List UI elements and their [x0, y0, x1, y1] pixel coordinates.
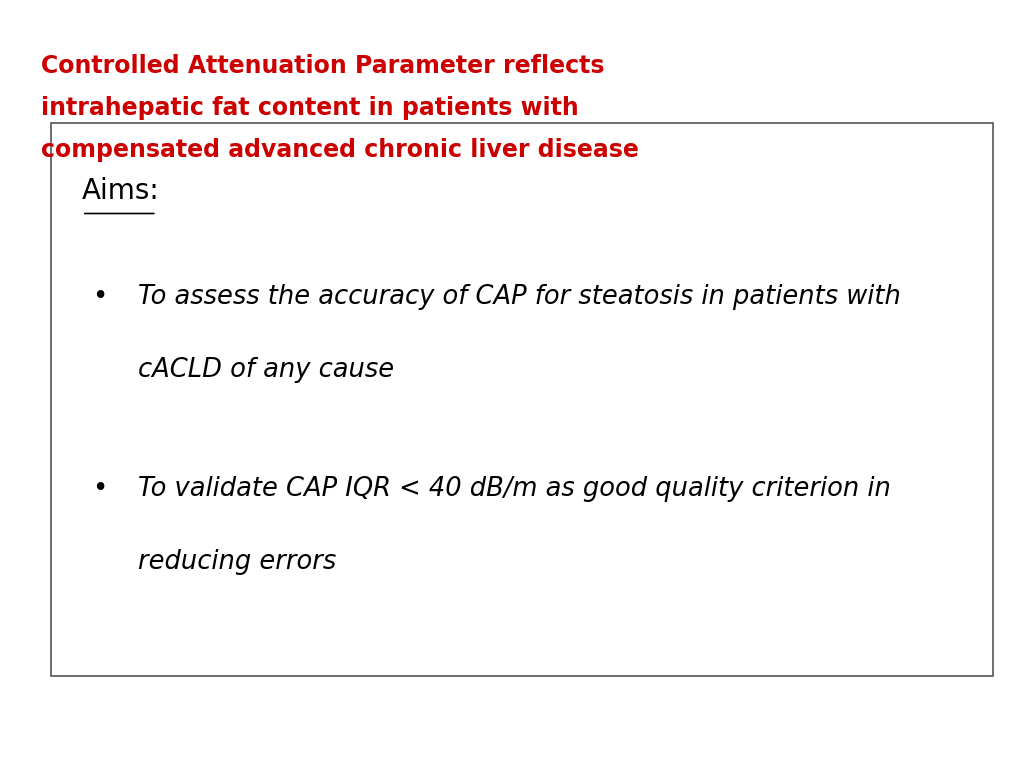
Text: Aims:: Aims:: [82, 177, 160, 204]
FancyBboxPatch shape: [51, 123, 993, 676]
Text: compensated advanced chronic liver disease: compensated advanced chronic liver disea…: [41, 138, 639, 162]
Text: To assess the accuracy of CAP for steatosis in patients with: To assess the accuracy of CAP for steato…: [138, 284, 901, 310]
Text: reducing errors: reducing errors: [138, 549, 337, 575]
Text: intrahepatic fat content in patients with: intrahepatic fat content in patients wit…: [41, 96, 579, 120]
Text: cACLD of any cause: cACLD of any cause: [138, 357, 394, 383]
Text: To validate CAP IQR < 40 dB/m as good quality criterion in: To validate CAP IQR < 40 dB/m as good qu…: [138, 476, 891, 502]
Text: •: •: [92, 284, 108, 310]
Text: •: •: [92, 476, 108, 502]
Text: Controlled Attenuation Parameter reflects: Controlled Attenuation Parameter reflect…: [41, 54, 604, 78]
